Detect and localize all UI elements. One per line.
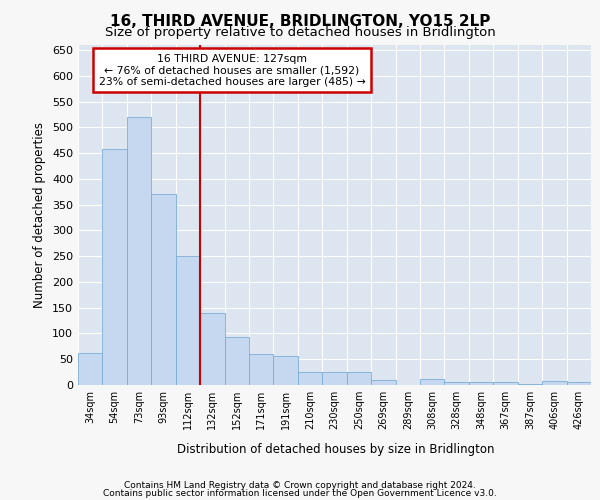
Bar (298, 372, 322, 385)
Bar (151, 194, 176, 385)
Bar (78, 353, 103, 385)
Text: Contains HM Land Registry data © Crown copyright and database right 2024.: Contains HM Land Registry data © Crown c… (124, 481, 476, 490)
Text: Distribution of detached houses by size in Bridlington: Distribution of detached houses by size … (177, 442, 495, 456)
Bar (103, 149, 127, 385)
Bar (542, 382, 566, 385)
Bar (176, 256, 200, 385)
Bar (493, 382, 518, 385)
Bar (445, 382, 469, 385)
Bar (347, 372, 371, 385)
Bar (322, 372, 347, 385)
Bar (420, 379, 445, 385)
Bar (127, 117, 151, 385)
Text: Contains public sector information licensed under the Open Government Licence v3: Contains public sector information licen… (103, 488, 497, 498)
Bar (274, 356, 298, 385)
Bar (566, 382, 591, 385)
Bar (224, 337, 249, 385)
Text: 16 THIRD AVENUE: 127sqm
← 76% of detached houses are smaller (1,592)
23% of semi: 16 THIRD AVENUE: 127sqm ← 76% of detache… (98, 54, 365, 86)
Y-axis label: Number of detached properties: Number of detached properties (34, 122, 46, 308)
Bar (518, 384, 542, 385)
Text: Size of property relative to detached houses in Bridlington: Size of property relative to detached ho… (104, 26, 496, 39)
Text: 16, THIRD AVENUE, BRIDLINGTON, YO15 2LP: 16, THIRD AVENUE, BRIDLINGTON, YO15 2LP (110, 14, 490, 29)
Bar (200, 313, 224, 385)
Bar (371, 380, 395, 385)
Bar (249, 354, 274, 385)
Bar (469, 382, 493, 385)
